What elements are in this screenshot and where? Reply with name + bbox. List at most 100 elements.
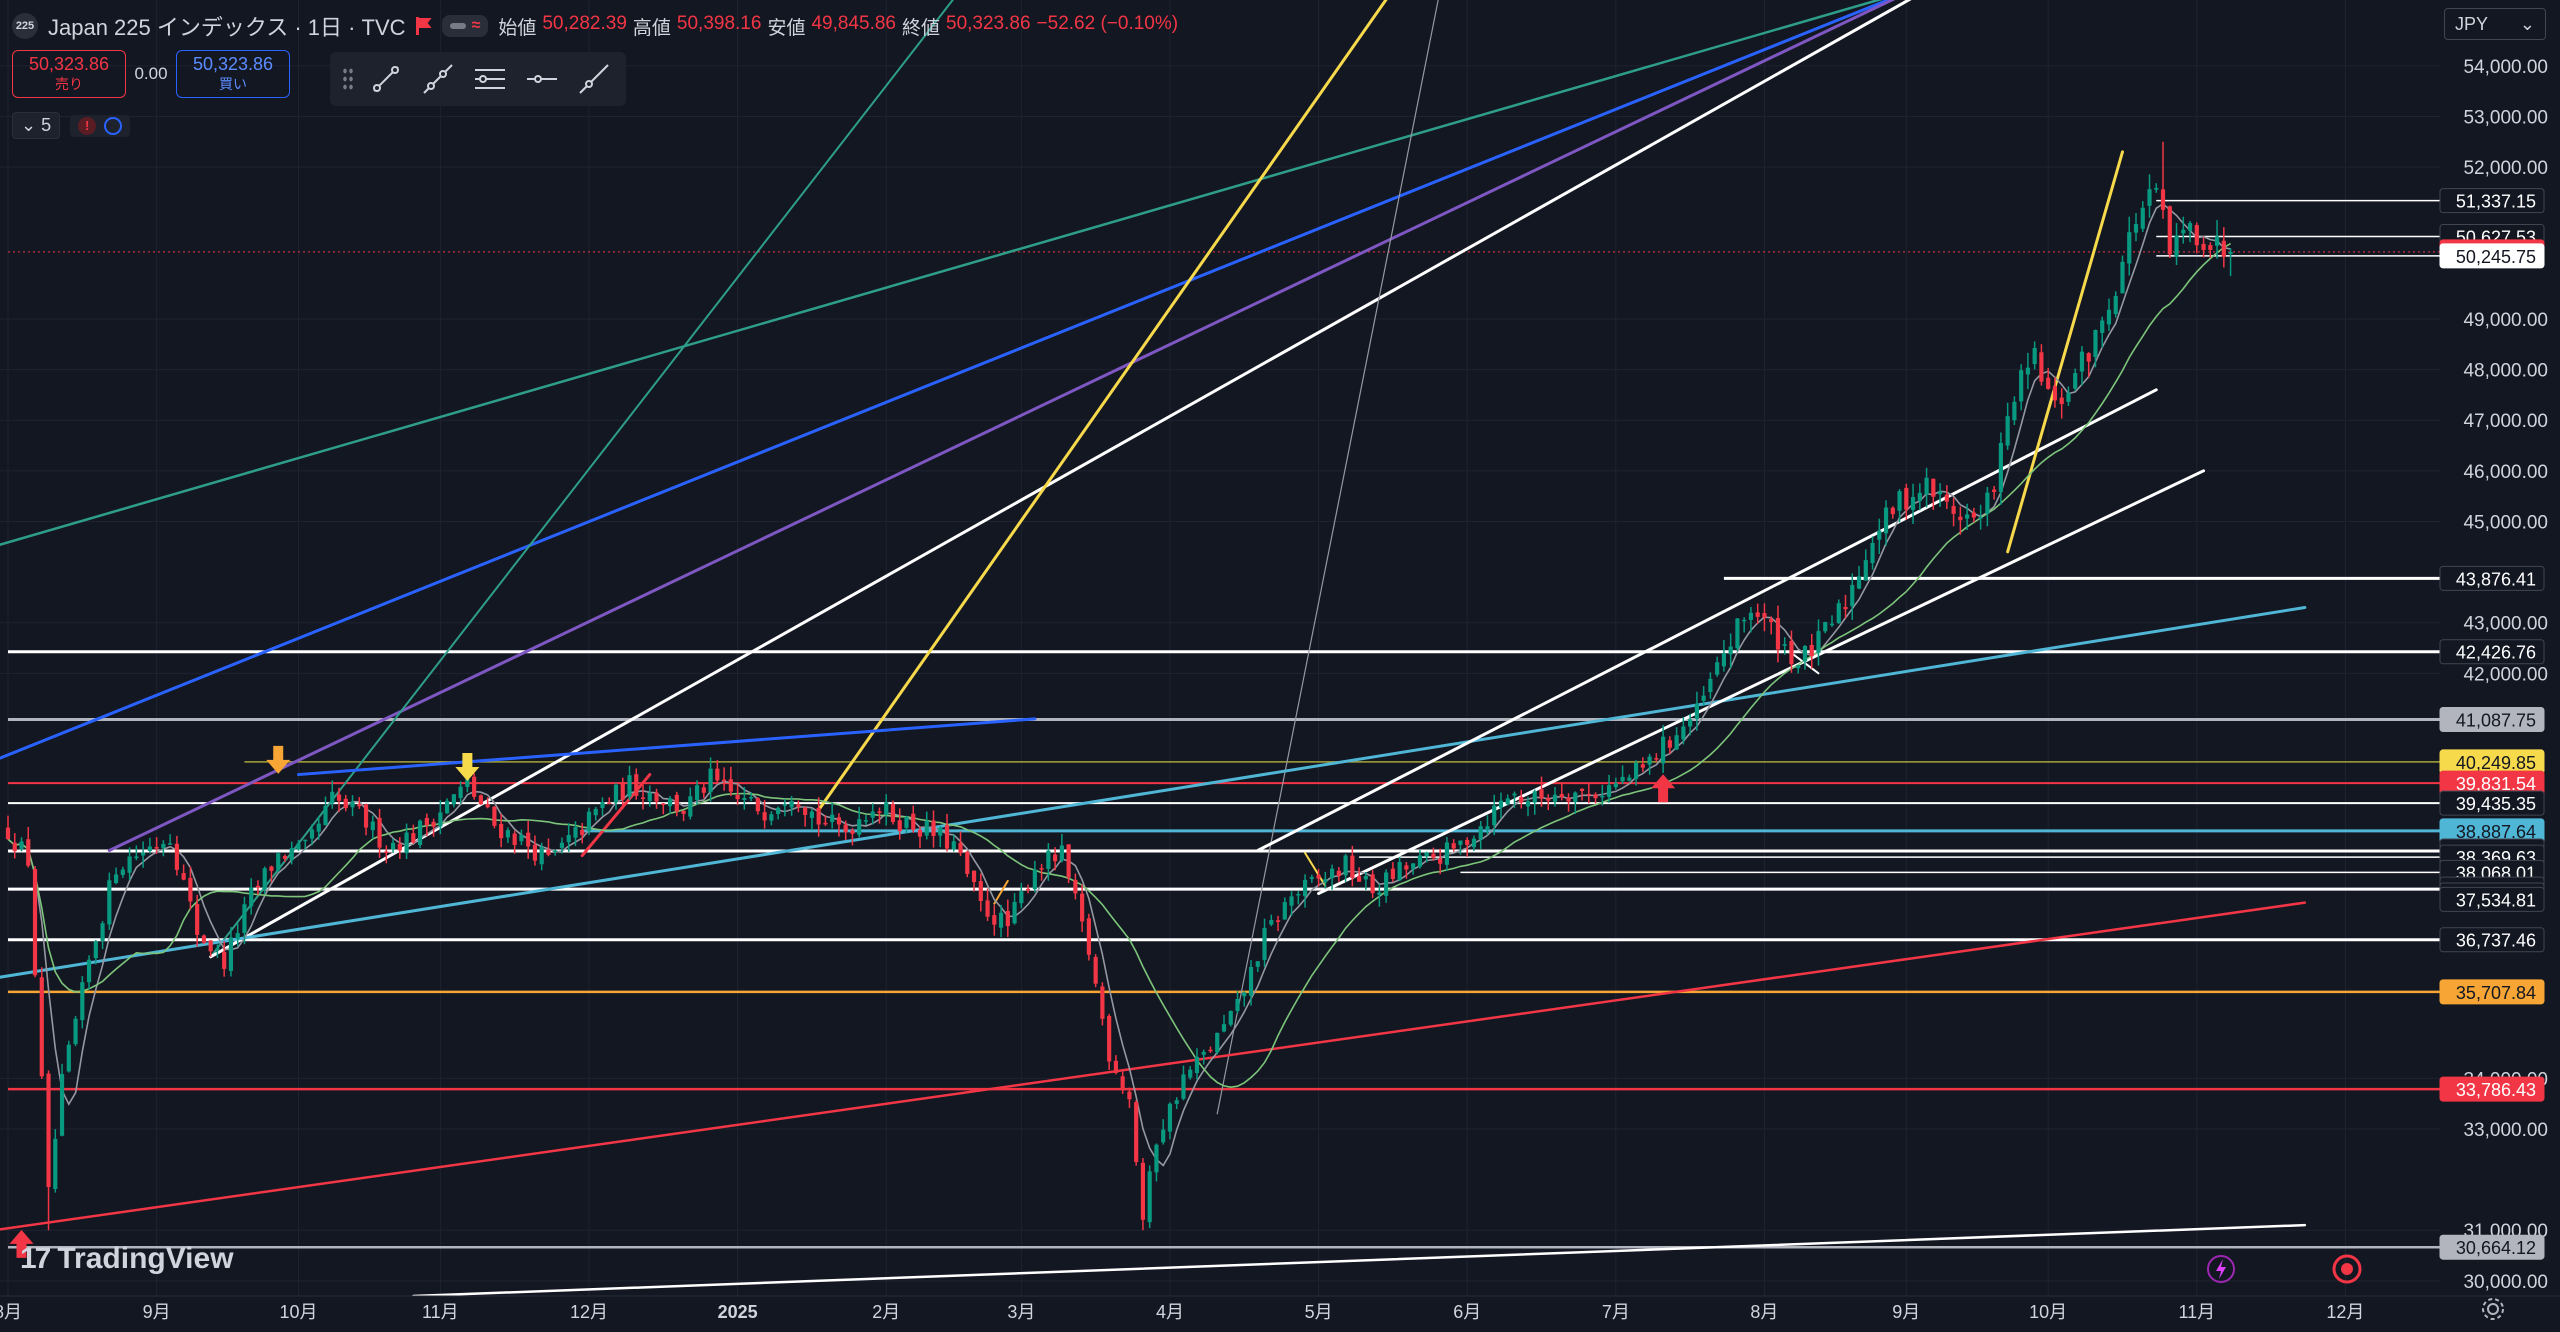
candle-body-324 [2194,225,2199,246]
candle-body-117 [796,804,801,807]
candle-body-58 [397,843,402,851]
candle-body-145 [985,900,990,917]
price-label-7: 40,249.85 [2456,753,2536,773]
candle-body-148 [1005,910,1010,927]
trendline-8 [0,901,2307,1231]
candle-body-104 [708,768,713,793]
candle-body-101 [688,796,693,817]
x-tick-13: 9月 [1892,1302,1920,1322]
drag-handle[interactable] [342,67,354,91]
candle-body-103 [701,787,706,793]
candle-body-229 [1552,794,1558,802]
sync-icon[interactable] [104,116,123,135]
trendline-6 [1216,0,1439,1115]
y-tick-6: 46,000.00 [2463,462,2548,483]
candle-body-142 [965,851,970,874]
flash-icon[interactable] [2206,1254,2236,1284]
currency-select[interactable]: JPY ⌄ [2444,8,2546,40]
gear-icon[interactable] [2480,1296,2506,1322]
candle-body-82 [559,842,565,848]
candle-body-87 [593,808,598,816]
price-label-19: 33,786.43 [2456,1080,2536,1100]
candle-body-195 [1323,879,1328,883]
symbol-title[interactable]: Japan 225 インデックス · 1日 · TVC [48,15,406,40]
candle-body-228 [1546,798,1551,801]
drawing-toolbar [330,52,626,106]
candle-body-39 [269,866,274,871]
candle-body-44 [303,839,308,842]
candle-body-48 [330,791,335,804]
tv-logo-icon: 17 [20,1242,51,1275]
markers [9,745,1676,1258]
candle-body-96 [654,792,659,802]
candle-body-144 [978,881,983,902]
candle-body-3 [26,839,31,866]
candle-body-77 [526,832,531,847]
candle-body-245 [1661,736,1666,764]
candle-body-305 [2066,393,2071,402]
candle-body-128 [870,811,875,818]
candle-body-254 [1721,653,1727,667]
sell-button[interactable]: 50,323.86 売り [12,50,126,98]
candle-body-154 [1046,850,1051,869]
x-tick-1: 9月 [143,1302,171,1322]
buy-button[interactable]: 50,323.86 買い [176,50,290,98]
extended-line-tool[interactable] [574,59,614,99]
x-axis[interactable]: 8月 9月 10月 11月 12月 2025 2月 3月 4月 5月 6月 7月 8月 9月 10月 11月 1… [0,1295,2560,1332]
indicator-bar: ⌄ 5 ! [12,112,131,139]
candle-body-149 [1012,901,1017,924]
candle-body-222 [1505,798,1510,805]
horizontal-line-tool[interactable] [522,59,562,99]
sell-price: 50,323.86 [28,54,110,74]
trendline-15 [993,879,1009,905]
candle-body-61 [417,820,423,845]
candle-body-194 [1316,874,1321,879]
candle-body-267 [1809,644,1814,657]
candle-body-2 [19,841,24,849]
price-label-bg-5 [2439,639,2545,665]
candle-body-20 [141,852,146,856]
candle-body-23 [161,843,166,849]
candle-body-211 [1431,853,1436,858]
candle-body-26 [181,873,186,880]
candle-body-102 [694,785,700,801]
candle-body-297 [2012,401,2017,421]
y-tick-5: 47,000.00 [2463,411,2548,432]
candle-body-173 [1174,1100,1179,1104]
marker-arrow-2 [455,752,480,781]
candle-body-93 [634,774,639,796]
candle-body-316 [2140,207,2145,229]
candle-body-137 [931,820,936,837]
candle-body-140 [951,841,956,850]
indicator-toggle[interactable]: ⌄ 5 [12,112,61,139]
candle-body-205 [1390,868,1395,879]
candle-body-53 [363,804,369,828]
record-icon[interactable] [2332,1254,2362,1284]
trend-line-tool[interactable] [366,59,406,99]
candle-body-107 [728,779,733,792]
ray-tool[interactable] [418,59,458,99]
visibility-toggle[interactable]: ≈ [441,15,489,37]
candle-body-31 [215,948,220,950]
candle-body-326 [2208,245,2213,250]
price-label-bg-18 [2439,979,2545,1005]
close-value: 50,323.86 [946,12,1031,34]
candle-body-289 [1958,516,1963,521]
candle-body-136 [924,820,929,836]
candle-body-223 [1512,793,1517,796]
candle-body-133 [904,816,909,828]
candle-body-322 [2181,229,2186,234]
candle-body-70 [478,795,483,805]
flag-icon[interactable] [415,17,432,35]
candle-body-275 [1863,560,1868,581]
candle-body-218 [1478,826,1483,840]
parallel-channel-tool[interactable] [470,59,510,99]
candle-body-191 [1296,893,1301,896]
candle-body-290 [1965,514,1970,519]
candle-body-40 [276,853,281,871]
candle-body-152 [1032,869,1037,890]
alert-icon[interactable]: ! [78,116,97,135]
candle-body-65 [445,800,450,814]
candle-body-161 [1093,956,1098,984]
